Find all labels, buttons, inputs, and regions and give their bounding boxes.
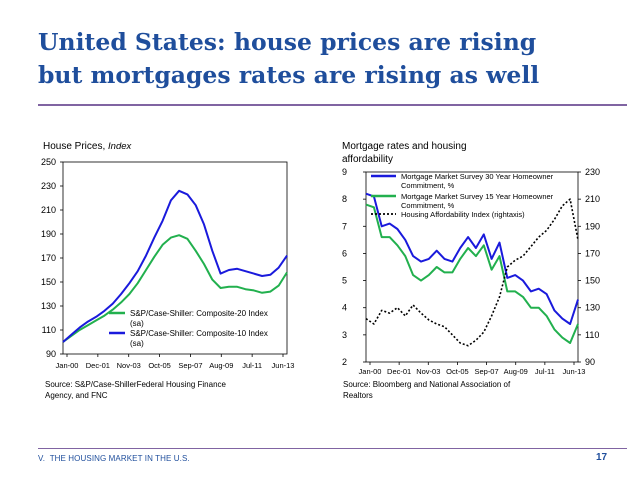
mortgage-axes: 2 3 4 5 6 7 8 9 90 110 130 150 170 190 210 230 Jan-00 Dec… <box>342 167 600 376</box>
mortgage-title-line-1: Mortgage rates and housing <box>342 141 467 152</box>
composite-20-legend-label: S&P/Case-Shiller: Composite-20 Index (sa) <box>130 309 268 328</box>
y-right-tick-label: 170 <box>585 248 600 258</box>
house-prices-source: Source: S&P/Case-ShillerFederal Housing … <box>45 380 226 400</box>
charts-canvas: House Prices, Index Mortgage rates and h… <box>41 141 600 376</box>
mortgage-plot-frame <box>365 171 579 363</box>
mortgage-plot <box>365 192 579 347</box>
rate-15yr-legend-label: Mortgage Market Survey 15 Year Homeowner… <box>401 192 554 210</box>
y-right-tick-label: 230 <box>585 167 600 177</box>
y-right-tick-label: 90 <box>585 357 595 367</box>
x-tick-label: Dec-01 <box>86 361 110 370</box>
legend-label-line: (sa) <box>130 339 144 348</box>
y-right-tick-label: 110 <box>585 330 599 340</box>
legend-label-line: S&P/Case-Shiller: Composite-10 Index <box>130 329 268 338</box>
x-tick-label: Jul-11 <box>242 361 262 370</box>
house-prices-title: House Prices, Index <box>43 141 133 152</box>
y-right-tick-label: 150 <box>585 276 600 286</box>
y-tick-label: 170 <box>41 253 56 263</box>
legend-label-line: S&P/Case-Shiller: Composite-20 Index <box>130 309 268 318</box>
rate-30yr-line <box>365 192 579 325</box>
mortgage-source: Source: Bloomberg and National Associati… <box>343 380 511 400</box>
y-tick-label: 110 <box>42 325 56 335</box>
y-tick-label: 190 <box>41 229 56 239</box>
y-right-tick-label: 130 <box>585 303 600 313</box>
y-tick-label: 210 <box>41 205 56 215</box>
y-tick-label: 230 <box>41 181 56 191</box>
y-tick-label: 150 <box>41 277 56 287</box>
mortgage-legend: Mortgage Market Survey 30 Year Homeowner… <box>371 172 554 219</box>
y-tick-label: 90 <box>46 349 56 359</box>
y-left-tick-label: 2 <box>342 357 347 367</box>
x-tick-label: Nov-03 <box>416 367 440 376</box>
composite-10-legend-label: S&P/Case-Shiller: Composite-10 Index (sa) <box>130 329 268 348</box>
footer-section: V. THE HOUSING MARKET IN THE U.S. <box>38 454 190 463</box>
legend-label-line: Commitment, % <box>401 201 455 210</box>
legend-label-line: Mortgage Market Survey 30 Year Homeowner <box>401 172 554 181</box>
x-tick-label: Sep-07 <box>178 361 202 370</box>
legend-label-line: Mortgage Market Survey 15 Year Homeowner <box>401 192 554 201</box>
house-prices-legend: S&P/Case-Shiller: Composite-20 Index (sa)… <box>109 309 268 348</box>
x-tick-label: Jun-13 <box>563 367 586 376</box>
house-prices-plot <box>62 189 288 343</box>
title-divider <box>38 104 627 106</box>
rate-30yr-legend-label: Mortgage Market Survey 30 Year Homeowner… <box>401 172 554 190</box>
x-tick-label: Jan-00 <box>359 367 382 376</box>
rate-15yr-line <box>365 203 579 344</box>
y-left-tick-label: 9 <box>342 167 347 177</box>
affordability-index-line <box>365 198 579 347</box>
y-tick-label: 130 <box>41 301 56 311</box>
legend-label-line: Commitment, % <box>401 181 455 190</box>
house-prices-axes: 90 110 130 150 170 190 210 230 250 Jan-00 Dec-01 No… <box>41 157 295 370</box>
y-tick-label: 250 <box>41 157 56 167</box>
y-left-tick-label: 7 <box>342 221 347 231</box>
y-left-tick-label: 3 <box>342 330 347 340</box>
x-tick-label: Aug-09 <box>504 367 528 376</box>
house-prices-plot-frame <box>62 161 288 355</box>
mortgage-title-line-2: affordability <box>342 154 393 165</box>
x-tick-label: Jan-00 <box>56 361 79 370</box>
slide-title: United States: house prices are rising b… <box>38 26 628 92</box>
x-tick-label: Jun-13 <box>272 361 295 370</box>
x-tick-label: Oct-05 <box>148 361 171 370</box>
x-tick-label: Sep-07 <box>474 367 498 376</box>
slide-title-line-1: United States: house prices are rising <box>38 28 537 56</box>
y-left-tick-label: 4 <box>342 303 347 313</box>
x-tick-label: Nov-03 <box>117 361 141 370</box>
slide-title-line-2: but mortgages rates are rising as well <box>38 61 540 89</box>
y-left-tick-label: 5 <box>342 276 347 286</box>
y-right-tick-label: 210 <box>585 194 600 204</box>
composite-10-line <box>62 189 288 343</box>
x-tick-label: Aug-09 <box>209 361 233 370</box>
page-number: 17 <box>596 452 608 463</box>
composite-20-line <box>62 234 288 343</box>
affordability-index-legend-label: Housing Affordability Index (rightaxis) <box>401 210 525 219</box>
x-tick-label: Jul-11 <box>535 367 555 376</box>
x-tick-label: Dec-01 <box>387 367 411 376</box>
legend-label-line: (sa) <box>130 319 144 328</box>
y-left-tick-label: 6 <box>342 248 347 258</box>
x-tick-label: Oct-05 <box>446 367 469 376</box>
y-left-tick-label: 8 <box>342 194 347 204</box>
y-right-tick-label: 190 <box>585 221 600 231</box>
footer-divider <box>38 448 627 449</box>
